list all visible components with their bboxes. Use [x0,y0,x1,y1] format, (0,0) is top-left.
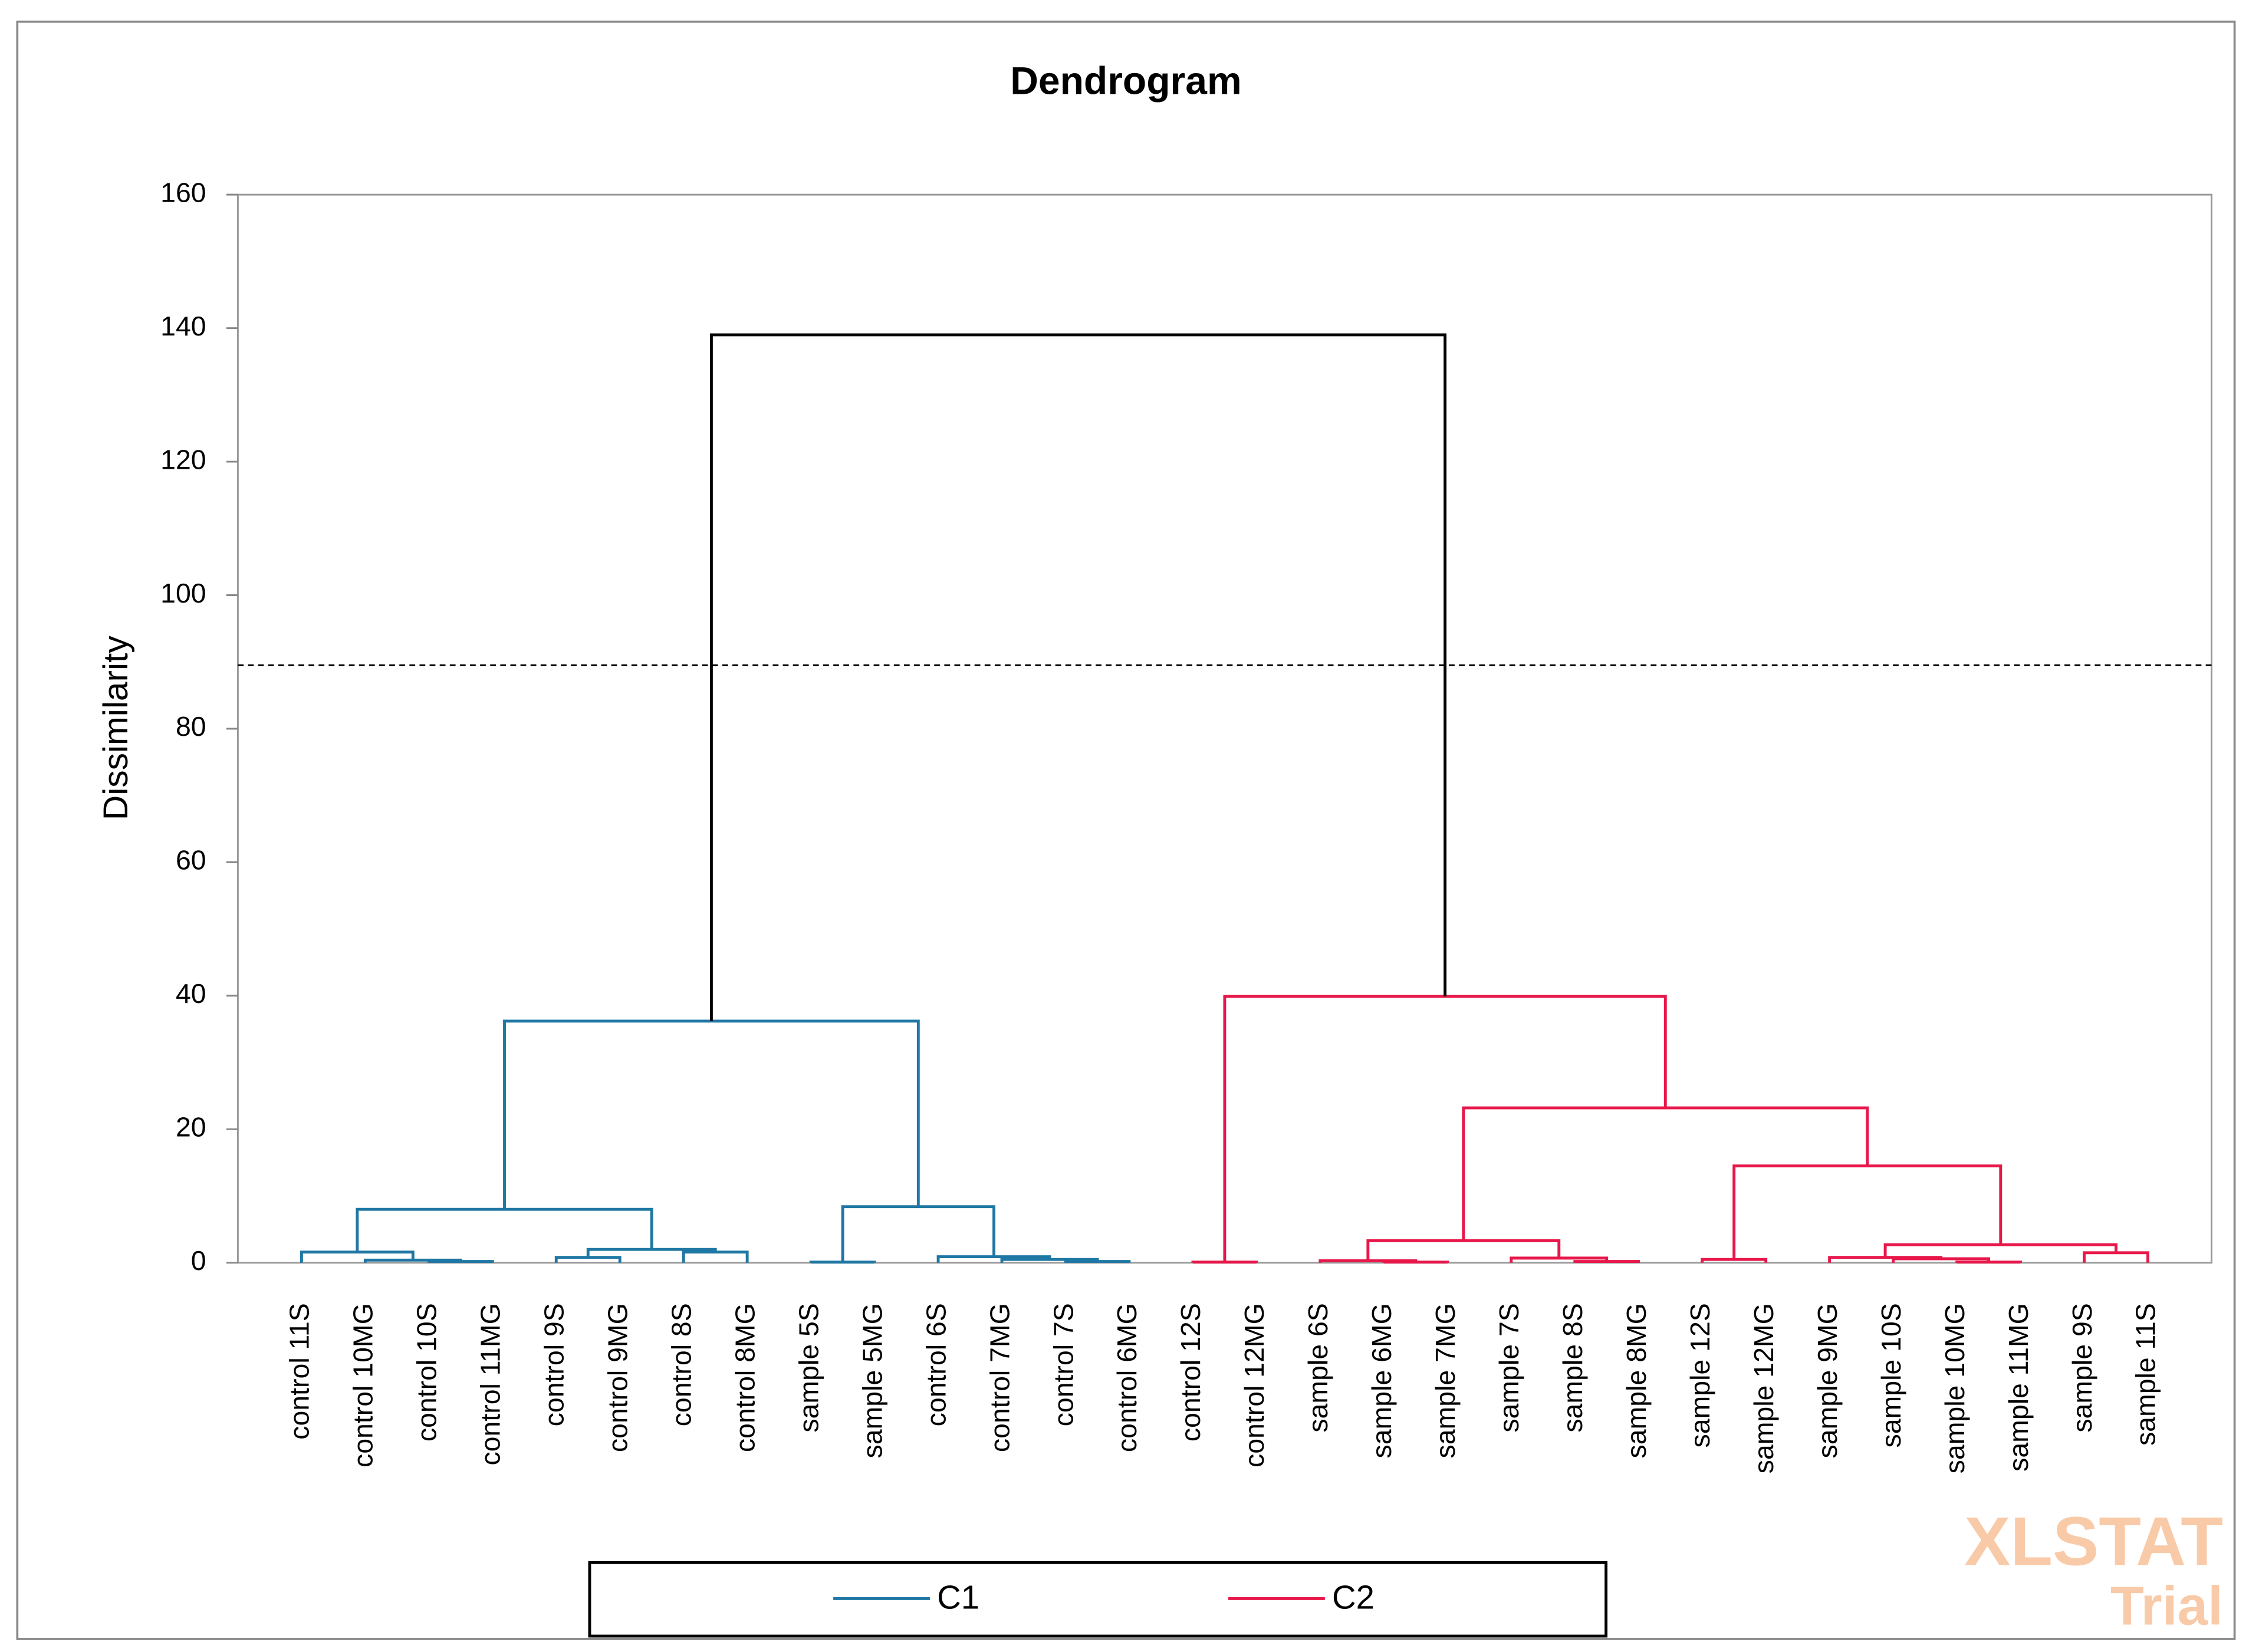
chart-title: Dendrogram [1010,58,1241,102]
leaf-label: sample 12S [1685,1303,1715,1447]
leaf-label: sample 8S [1557,1303,1588,1432]
dendrogram-link [1366,1239,1561,1261]
leaf-label: sample 5MG [857,1303,887,1458]
leaf-label: sample 9S [2067,1303,2097,1432]
dendrogram-link [1064,1260,1131,1263]
leaf-label: sample 6MG [1366,1303,1397,1458]
leaf-label: control 8S [666,1303,696,1426]
dendrogram-link [1883,1243,2118,1258]
leaf-label: control 11S [284,1303,315,1439]
watermark-edition: Trial [2110,1575,2223,1637]
dendrogram-link [1955,1261,2022,1264]
y-tick-label: 80 [176,711,206,742]
leaf-label: control 6S [920,1303,951,1426]
leaf-label: sample 7MG [1430,1303,1461,1458]
legend-box [588,1561,1608,1638]
y-tick-label: 20 [176,1112,206,1143]
leaf-label: control 6MG [1112,1303,1142,1452]
leaf-label: control 12MG [1239,1303,1270,1467]
y-tick-label: 100 [160,578,206,608]
dendrogram-link [1319,1259,1418,1263]
y-tick-label: 60 [176,845,206,876]
leaf-label: control 12S [1175,1303,1206,1442]
y-tick-label: 40 [176,978,206,1009]
leaf-label: control 10S [412,1303,442,1442]
y-tick-label: 120 [160,444,206,475]
leaf-label: sample 8MG [1621,1303,1652,1458]
legend-label: C1 [937,1579,979,1616]
dendrogram-link [709,333,1447,1021]
dendrogram-link [936,1255,1051,1263]
leaf-label: sample 7S [1494,1303,1524,1432]
y-tick-label: 140 [160,311,206,341]
leaf-label: control 8MG [729,1303,760,1452]
leaf-label: control 11MG [475,1303,506,1465]
dendrogram-link [363,1258,462,1263]
leaf-label: control 7MG [984,1303,1015,1452]
watermark-brand: XLSTAT [1964,1502,2223,1579]
y-tick-label: 160 [160,177,206,208]
leaf-label: sample 12MG [1748,1303,1779,1473]
dendrogram-link [809,1261,876,1264]
leaf-label: sample 10S [1876,1303,1906,1447]
legend-label: C2 [1332,1579,1375,1616]
legend: C1 C2 [588,1561,1608,1638]
leaf-label: sample 10MG [1939,1303,1970,1473]
dendrogram-link [503,1019,920,1210]
dendrogram-link [1732,1164,2003,1260]
leaf-label: sample 6S [1303,1303,1333,1432]
dendrogram-link [427,1260,494,1263]
dendrogram-link [1191,1261,1258,1264]
y-axis-label: Dissimilarity [97,636,135,820]
leaf-label: sample 11MG [2003,1303,2034,1472]
leaf-label: control 9S [539,1303,570,1426]
chart-frame [16,20,2236,1640]
leaf-label: sample 9MG [1812,1303,1843,1458]
leaf-label: sample 5S [793,1303,824,1432]
leaf-label: control 10MG [348,1303,379,1467]
dendrogram-link [1573,1260,1640,1263]
y-tick-label: 0 [191,1245,206,1276]
leaf-label: sample 11S [2130,1303,2161,1446]
leaf-label: control 9MG [602,1303,633,1452]
leaf-label: control 7S [1048,1303,1079,1426]
